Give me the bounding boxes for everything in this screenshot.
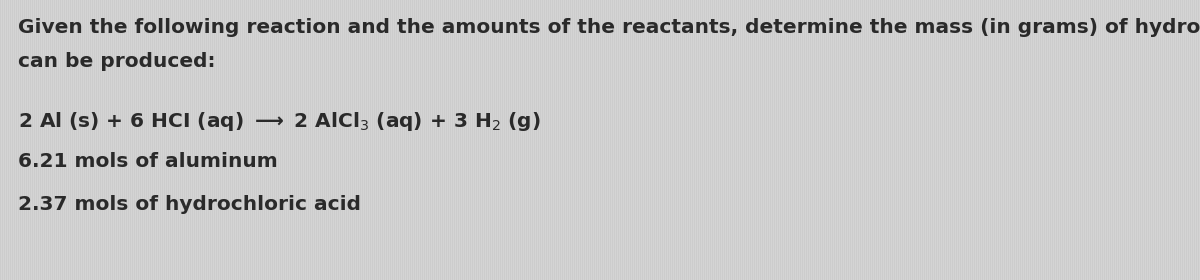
Text: 2 Al (s) + 6 HCI (aq) $\mathregular{\longrightarrow}$ 2 AlCl$_3$ (aq) + 3 H$_2$ : 2 Al (s) + 6 HCI (aq) $\mathregular{\lon… bbox=[18, 110, 541, 133]
Text: can be produced:: can be produced: bbox=[18, 52, 216, 71]
Text: 6.21 mols of aluminum: 6.21 mols of aluminum bbox=[18, 152, 277, 171]
Text: Given the following reaction and the amounts of the reactants, determine the mas: Given the following reaction and the amo… bbox=[18, 18, 1200, 37]
Text: 2.37 mols of hydrochloric acid: 2.37 mols of hydrochloric acid bbox=[18, 195, 361, 214]
